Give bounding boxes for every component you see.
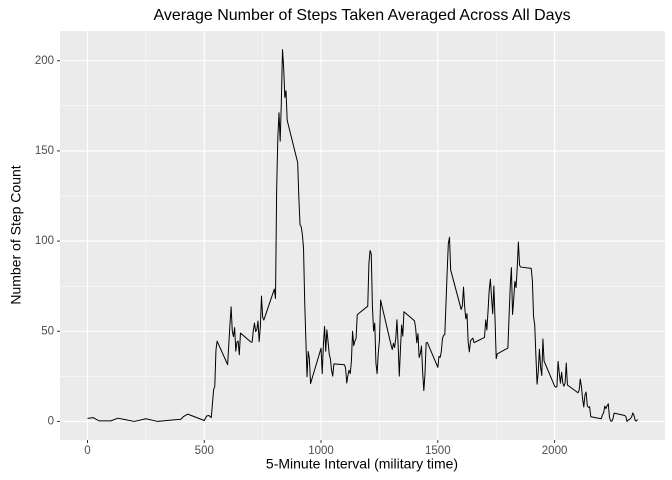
- x-tick-label: 2000: [542, 445, 568, 457]
- y-tick-label: 150: [35, 145, 54, 157]
- x-tick-label: 1500: [425, 445, 451, 457]
- y-axis-title: Number of Step Count: [8, 165, 24, 304]
- x-tick-label: 0: [84, 445, 90, 457]
- y-tick-label: 100: [35, 235, 54, 247]
- x-tick-label: 500: [195, 445, 214, 457]
- data-line: [87, 49, 638, 422]
- y-tick-label: 200: [35, 55, 54, 67]
- x-tick-label: 1000: [308, 445, 334, 457]
- y-tick-label: 0: [48, 415, 54, 427]
- x-axis-title: 5-Minute Interval (military time): [266, 456, 458, 472]
- y-tick-label: 50: [41, 325, 54, 337]
- panel: [60, 31, 665, 440]
- chart-title: Average Number of Steps Taken Averaged A…: [153, 7, 570, 24]
